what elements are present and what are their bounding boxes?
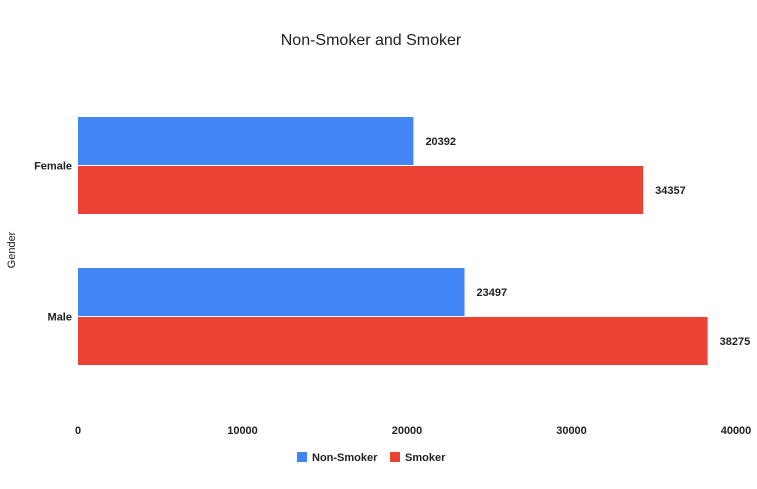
legend-swatch-non-smoker[interactable] — [297, 452, 307, 462]
bar-non-smoker-male — [78, 268, 465, 316]
bar-non-smoker-female — [78, 117, 414, 165]
x-tick-label: 40000 — [721, 425, 752, 437]
x-tick-label: 20000 — [392, 425, 423, 437]
legend-label-smoker[interactable]: Smoker — [405, 452, 446, 464]
y-axis-label: Gender — [6, 231, 18, 268]
plot-area: 20392 34357 23497 38275 — [78, 117, 750, 365]
category-label-male: Male — [48, 312, 72, 324]
x-tick-label: 10000 — [227, 425, 258, 437]
legend[interactable]: Non-Smoker Smoker — [297, 452, 446, 464]
legend-swatch-smoker[interactable] — [390, 452, 400, 462]
bar-smoker-male — [78, 317, 708, 365]
data-label: 23497 — [477, 287, 508, 299]
bar-smoker-female — [78, 166, 644, 214]
x-tick-label: 0 — [75, 425, 81, 437]
data-label: 20392 — [425, 136, 456, 148]
data-label: 34357 — [655, 185, 686, 197]
x-tick-label: 30000 — [556, 425, 587, 437]
x-axis-ticks: 0 10000 20000 30000 40000 — [75, 425, 751, 437]
category-label-female: Female — [34, 161, 72, 173]
legend-label-non-smoker[interactable]: Non-Smoker — [312, 452, 378, 464]
category-labels: Female Male — [34, 161, 72, 324]
chart-title: Non-Smoker and Smoker — [281, 32, 462, 49]
data-label: 38275 — [720, 336, 751, 348]
